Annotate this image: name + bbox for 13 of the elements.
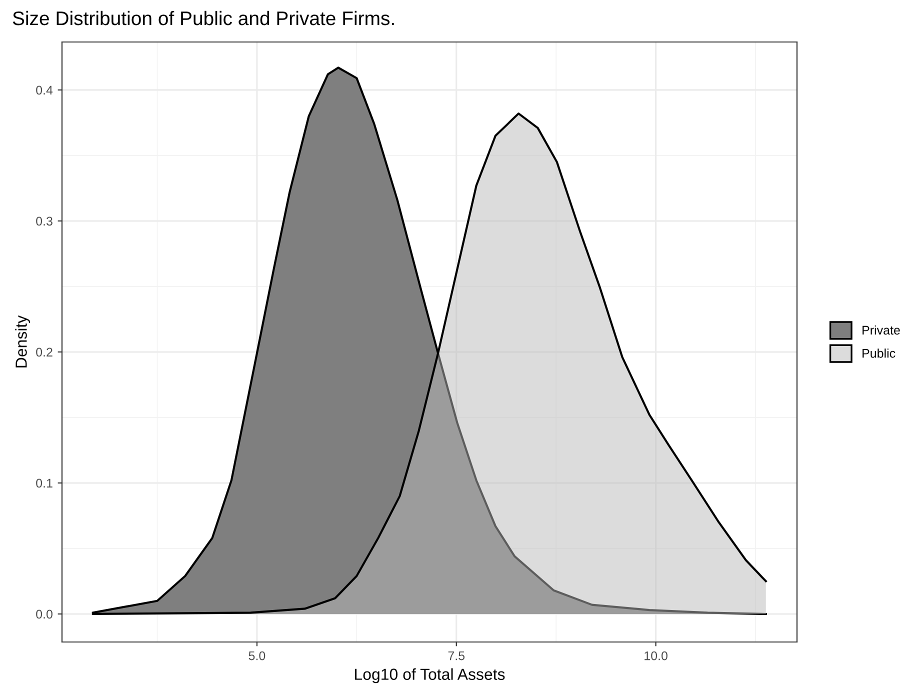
y-axis-title: Density [15, 315, 30, 368]
y-tick-label: 0.1 [36, 478, 52, 488]
y-tick-label: 0.0 [36, 610, 52, 619]
x-tick-label: 5.0 [248, 651, 266, 660]
x-tick-label: 7.5 [448, 651, 465, 660]
legend-label: Private [862, 325, 900, 335]
y-tick-label: 0.4 [36, 86, 53, 95]
y-tick-label: 0.2 [36, 348, 52, 357]
y-tick-label: 0.3 [36, 216, 52, 226]
legend-label: Public [862, 348, 896, 358]
chart-title: Size Distribution of Public and Private Firms. [12, 10, 394, 26]
x-axis-title: Log10 of Total Assets [355, 668, 505, 684]
x-tick-label: 10.0 [644, 651, 668, 660]
